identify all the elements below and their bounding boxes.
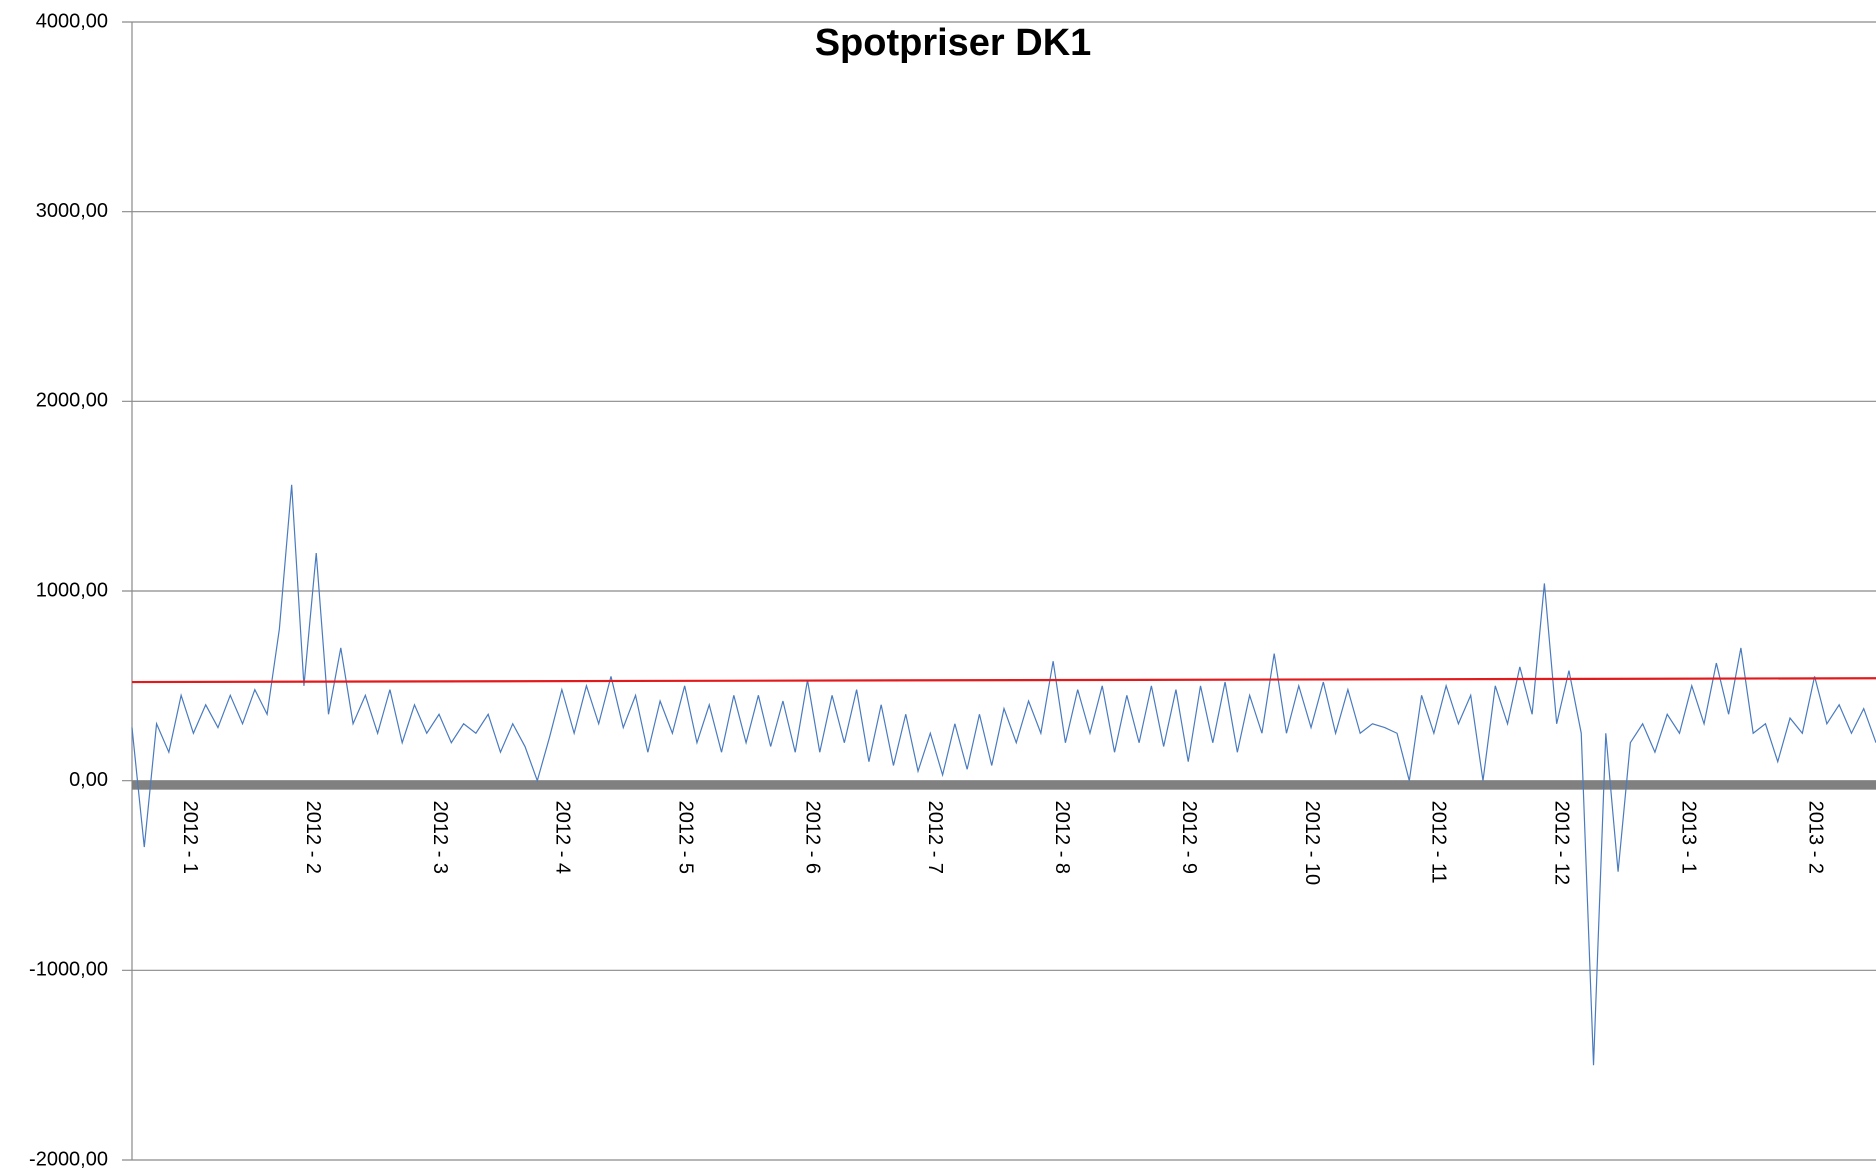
x-tick-label: 2012 - 6: [801, 801, 823, 874]
y-tick-label: 3000,00: [36, 200, 108, 222]
x-tick-label: 2012 - 7: [924, 801, 946, 874]
series-line: [131, 484, 1876, 1066]
x-tick-label: 2012 - 2: [302, 801, 324, 874]
y-tick-label: -2000,00: [29, 1148, 108, 1170]
x-axis: [132, 780, 1876, 790]
x-tick-label: 2012 - 10: [1301, 801, 1323, 886]
y-tick-label: 0,00: [69, 769, 108, 791]
x-tick-label: 2012 - 3: [429, 801, 451, 874]
series-line: [131, 677, 1876, 684]
x-tick-label: 2012 - 4: [552, 801, 574, 874]
x-tick-label: 2012 - 5: [674, 801, 696, 874]
x-tick-label: 2012 - 1: [179, 801, 201, 874]
x-tick-label: 2012 - 8: [1051, 801, 1073, 874]
y-tick-label: -1000,00: [29, 959, 108, 981]
chart-title: Spotpriser DK1: [815, 22, 1092, 64]
y-tick-label: 1000,00: [36, 579, 108, 601]
y-tick-label: 4000,00: [36, 10, 108, 32]
x-tick-label: 2012 - 12: [1550, 801, 1572, 886]
x-tick-label: 2012 - 11: [1428, 801, 1450, 884]
x-tick-label: 2012 - 9: [1178, 801, 1200, 874]
x-tick-label: 2013 - 1: [1677, 801, 1699, 874]
x-tick-label: 2013 - 2: [1804, 801, 1826, 874]
y-tick-label: 2000,00: [36, 390, 108, 412]
